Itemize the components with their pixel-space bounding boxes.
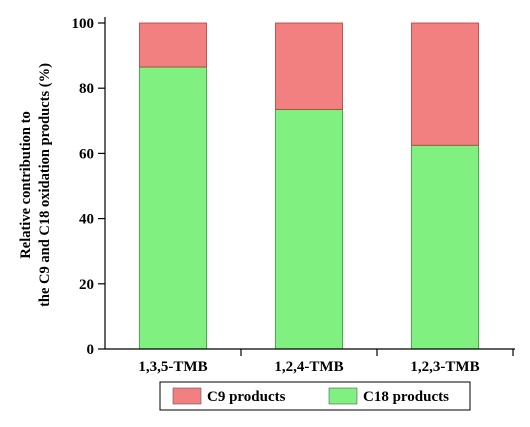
x-tick-label: 1,2,3-TMB: [410, 359, 479, 375]
bars-group: [139, 22, 479, 350]
y-tick-label: 0: [87, 342, 95, 358]
bar-c18-2: [275, 108, 343, 350]
legend-label-c18: C18 products: [363, 389, 449, 405]
y-tick-label: 100: [72, 16, 95, 32]
bar-c18-1: [139, 66, 207, 350]
bar-c9-1: [139, 22, 207, 68]
legend-swatch-c18: [328, 387, 358, 405]
y-tick-label: 80: [79, 81, 94, 97]
legend-swatch-c9: [172, 387, 202, 405]
bar-c18-3: [411, 144, 479, 350]
x-tick-label: 1,2,4-TMB: [274, 359, 343, 375]
y-axis-label-line-1: Relative contribution to: [18, 111, 34, 258]
y-tick-label: 40: [79, 212, 94, 228]
y-axis-label-line-2: the C9 and C18 oxidation products (%): [37, 63, 53, 307]
y-tick-label: 20: [79, 277, 94, 293]
axes-group: [104, 17, 515, 350]
bar-c9-2: [275, 22, 343, 110]
y-tick-label: 60: [79, 146, 94, 162]
x-ticks-group: 1,3,5-TMB 1,2,4-TMB 1,2,3-TMB: [138, 349, 514, 375]
x-tick-label: 1,3,5-TMB: [138, 359, 207, 375]
y-axis-label: Relative contribution to the C9 and C18 …: [18, 63, 53, 307]
y-ticks-group: 0 20 40 60 80 100: [72, 16, 105, 358]
legend: C9 products C18 products: [159, 381, 471, 411]
legend-label-c9: C9 products: [207, 389, 286, 405]
legend-box: [159, 381, 471, 411]
bar-c9-3: [411, 22, 479, 146]
